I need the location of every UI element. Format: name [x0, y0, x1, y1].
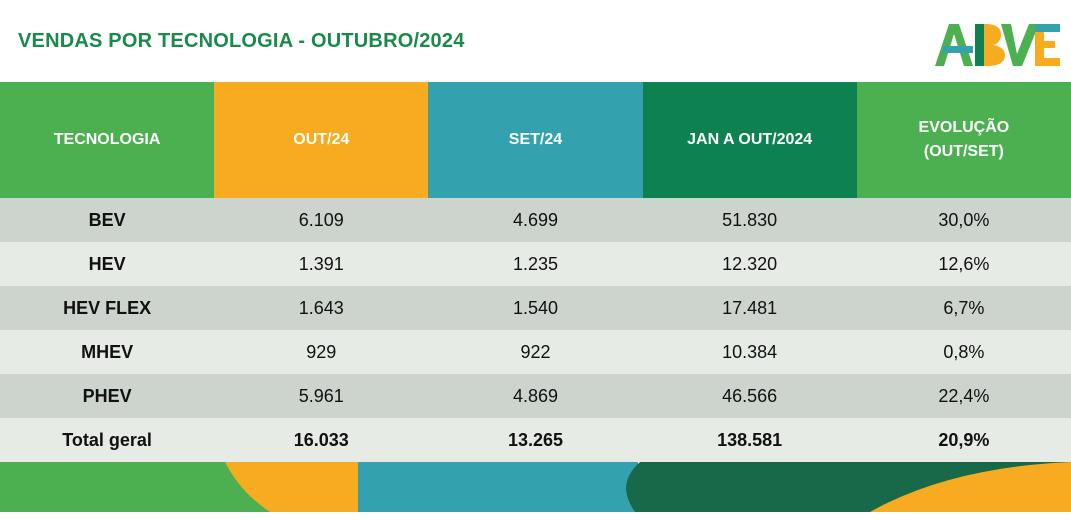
table-row: MHEV 929 922 10.384 0,8% — [0, 330, 1071, 374]
cell-set24: 1.540 — [428, 286, 643, 330]
cell-out24: 1.391 — [214, 242, 429, 286]
cell-jan-out: 138.581 — [642, 418, 857, 462]
cell-out24: 5.961 — [214, 374, 429, 418]
cell-evolucao: 0,8% — [856, 330, 1071, 374]
cell-evolucao: 12,6% — [856, 242, 1071, 286]
cell-jan-out: 12.320 — [642, 242, 857, 286]
cell-jan-out: 17.481 — [642, 286, 857, 330]
header-row: TECNOLOGIA OUT/24 SET/24 JAN A OUT/2024 … — [0, 82, 1071, 198]
cell-tecnologia: PHEV — [0, 374, 215, 418]
cell-out24: 16.033 — [214, 418, 429, 462]
cell-set24: 13.265 — [428, 418, 643, 462]
header-tecnologia: TECNOLOGIA — [0, 82, 215, 198]
table-row: PHEV 5.961 4.869 46.566 22,4% — [0, 374, 1071, 418]
cell-tecnologia: HEV — [0, 242, 215, 286]
cell-out24: 6.109 — [214, 198, 429, 242]
sales-table: TECNOLOGIA OUT/24 SET/24 JAN A OUT/2024 … — [0, 82, 1071, 462]
cell-jan-out: 51.830 — [642, 198, 857, 242]
total-row: Total geral 16.033 13.265 138.581 20,9% — [0, 418, 1071, 462]
table-row: HEV 1.391 1.235 12.320 12,6% — [0, 242, 1071, 286]
cell-jan-out: 46.566 — [642, 374, 857, 418]
header-evolucao-line2: (OUT/SET) — [923, 143, 1004, 160]
cell-evolucao: 20,9% — [856, 418, 1071, 462]
cell-set24: 4.869 — [428, 374, 643, 418]
header-evolucao: EVOLUÇÃO (OUT/SET) — [856, 82, 1071, 198]
table-row: BEV 6.109 4.699 51.830 30,0% — [0, 198, 1071, 242]
cell-evolucao: 22,4% — [856, 374, 1071, 418]
decorative-footer-band — [0, 462, 1071, 512]
cell-tecnologia: MHEV — [0, 330, 215, 374]
cell-tecnologia: Total geral — [0, 418, 215, 462]
cell-tecnologia: BEV — [0, 198, 215, 242]
header-jan-out: JAN A OUT/2024 — [642, 82, 857, 198]
cell-tecnologia: HEV FLEX — [0, 286, 215, 330]
abve-logo — [935, 24, 1060, 66]
cell-out24: 929 — [214, 330, 429, 374]
cell-set24: 1.235 — [428, 242, 643, 286]
cell-set24: 4.699 — [428, 198, 643, 242]
cell-set24: 922 — [428, 330, 643, 374]
header-set24: SET/24 — [428, 82, 643, 198]
header-out24: OUT/24 — [214, 82, 429, 198]
page-title: VENDAS POR TECNOLOGIA - OUTUBRO/2024 — [18, 30, 465, 52]
header-evolucao-line1: EVOLUÇÃO — [918, 119, 1010, 136]
cell-evolucao: 6,7% — [856, 286, 1071, 330]
cell-out24: 1.643 — [214, 286, 429, 330]
table-row: HEV FLEX 1.643 1.540 17.481 6,7% — [0, 286, 1071, 330]
cell-evolucao: 30,0% — [856, 198, 1071, 242]
cell-jan-out: 10.384 — [642, 330, 857, 374]
